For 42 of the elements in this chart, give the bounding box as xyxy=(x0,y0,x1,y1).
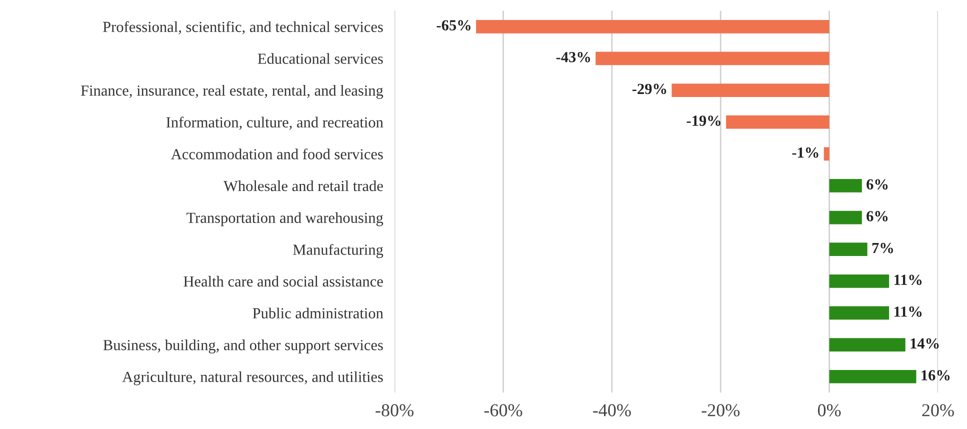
bar xyxy=(829,179,862,192)
y-tick-label: Wholesale and retail trade xyxy=(224,180,383,192)
bar xyxy=(726,115,830,129)
y-tick-label: Information, culture, and recreation xyxy=(166,116,384,130)
data-label: 6% xyxy=(866,211,888,222)
bar xyxy=(829,370,916,384)
x-tick-label: 0% xyxy=(818,404,841,416)
x-tick-label: -60% xyxy=(484,404,522,416)
data-label: 11% xyxy=(894,274,922,286)
data-label: -19% xyxy=(686,116,720,126)
bar xyxy=(476,20,830,34)
data-label: 7% xyxy=(872,242,893,254)
bar xyxy=(829,338,906,352)
y-tick-label: Agriculture, natural resources, and utilities xyxy=(122,371,383,386)
y-tick-label: Manufacturing xyxy=(293,244,384,258)
data-label: -29% xyxy=(632,84,666,94)
y-tick-label: Health care and social assistance xyxy=(184,276,383,287)
y-tick-label: Accommodation and food services xyxy=(171,148,383,160)
data-label: 14% xyxy=(910,338,939,349)
y-tick-label: Professional, scientific, and technical services xyxy=(103,21,383,34)
data-label: -65% xyxy=(436,20,470,31)
bar xyxy=(829,242,868,256)
bar xyxy=(672,84,830,97)
x-tick-label: -40% xyxy=(593,404,631,416)
x-tick-label: -20% xyxy=(702,404,740,416)
y-tick-label: Transportation and warehousing xyxy=(186,212,384,226)
bar xyxy=(824,147,830,161)
y-tick-label: Public administration xyxy=(252,308,384,318)
x-tick-label: 20% xyxy=(922,404,954,416)
data-label: 16% xyxy=(922,370,950,380)
data-label: 6% xyxy=(866,179,888,190)
y-tick-label: Finance, insurance, real estate, rental, and leasing xyxy=(80,84,384,99)
bar xyxy=(596,52,830,66)
bar xyxy=(829,274,890,288)
y-tick-label: Educational services xyxy=(258,53,383,64)
bar xyxy=(829,306,890,320)
data-label: -1% xyxy=(792,147,818,158)
bar xyxy=(829,210,862,224)
data-label: -43% xyxy=(556,52,590,62)
x-tick-label: -80% xyxy=(376,404,414,416)
y-tick-label: Business, building, and other support services xyxy=(103,340,383,354)
data-label: 11% xyxy=(894,306,922,317)
